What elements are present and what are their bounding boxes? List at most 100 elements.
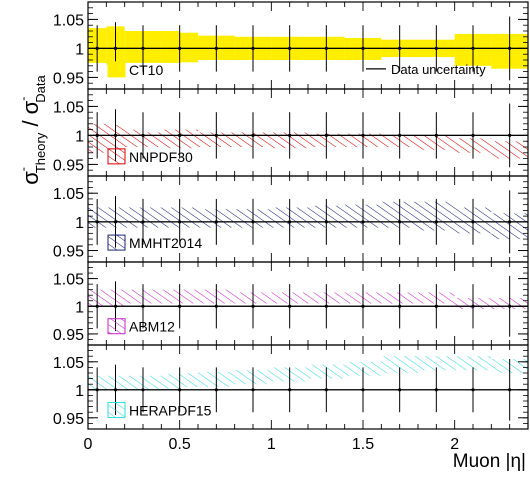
data-point bbox=[381, 25, 418, 72]
data-point bbox=[271, 112, 308, 159]
band-bin bbox=[124, 375, 143, 390]
data-point bbox=[454, 198, 492, 245]
chart-panels: 0.95 1 1.05 CT10 Data uncertainty 0.95 1 1.05 NN… bbox=[53, 1, 529, 453]
y-tick-label: 1.05 bbox=[53, 272, 84, 289]
legend-swatch bbox=[107, 148, 126, 165]
data-point bbox=[124, 112, 162, 159]
data-point bbox=[344, 284, 382, 329]
data-point bbox=[124, 198, 162, 245]
y-tick-label: 0.95 bbox=[53, 411, 84, 428]
data-point bbox=[234, 367, 272, 413]
data-uncertainty-legend-label: Data uncertainty bbox=[391, 62, 486, 77]
band-bin bbox=[143, 207, 162, 228]
legend-swatch bbox=[107, 61, 126, 78]
x-tick-label: 0 bbox=[84, 436, 93, 453]
data-point bbox=[344, 198, 382, 245]
panel-abm12: 0.95 1 1.05 ABM12 bbox=[53, 261, 529, 346]
y-tick-label: 1 bbox=[75, 299, 84, 316]
y-axis-title: σ- Theory / σ- Data bbox=[16, 75, 48, 185]
band-bin bbox=[179, 129, 198, 149]
panel-ct10: 0.95 1 1.05 CT10 Data uncertainty bbox=[53, 1, 529, 90]
y-tick-label: 1 bbox=[75, 215, 84, 232]
data-point bbox=[271, 198, 308, 245]
data-point bbox=[418, 284, 455, 329]
data-point bbox=[198, 284, 235, 329]
legend-swatch bbox=[107, 318, 126, 335]
data-point bbox=[308, 25, 345, 72]
band-bin bbox=[418, 356, 455, 371]
band-bin bbox=[143, 132, 162, 147]
data-point bbox=[124, 367, 162, 413]
band-bin bbox=[161, 31, 180, 63]
data-point bbox=[308, 198, 345, 245]
data-point bbox=[381, 284, 418, 329]
band-bin bbox=[179, 32, 198, 63]
data-point bbox=[271, 367, 308, 413]
panel-mmht2014: 0.95 1 1.05 MMHT2014 bbox=[53, 175, 529, 263]
y-tick-label: 1.05 bbox=[53, 12, 84, 29]
data-point bbox=[418, 198, 455, 245]
y-tick-label: 1.05 bbox=[53, 99, 84, 116]
band-bin bbox=[143, 31, 162, 63]
legend-label: NNPDF30 bbox=[129, 149, 193, 165]
data-point bbox=[344, 25, 382, 72]
legend-label: HERAPDF15 bbox=[129, 403, 212, 419]
band-bin bbox=[143, 375, 162, 390]
y-tick-label: 1 bbox=[75, 41, 84, 58]
data-point bbox=[418, 25, 455, 72]
data-point bbox=[454, 25, 492, 72]
data-point bbox=[198, 25, 235, 72]
y-tick-label: 1.05 bbox=[53, 186, 84, 203]
band-bin bbox=[179, 207, 198, 228]
panel-nnpdf30: 0.95 1 1.05 NNPDF30 bbox=[53, 88, 529, 177]
y-axis-title-main: σ bbox=[18, 171, 43, 185]
data-point bbox=[161, 284, 198, 329]
legend-label: MMHT2014 bbox=[129, 235, 202, 251]
x-tick-label: 0.5 bbox=[169, 436, 191, 453]
band-bin bbox=[179, 373, 198, 387]
y-tick-label: 1 bbox=[75, 128, 84, 145]
y-tick-label: 1 bbox=[75, 383, 84, 400]
x-tick-label: 1 bbox=[267, 436, 276, 453]
data-point bbox=[234, 25, 272, 72]
data-point bbox=[198, 112, 235, 159]
band-bin bbox=[161, 289, 180, 304]
data-point bbox=[344, 112, 382, 159]
data-point bbox=[308, 367, 345, 413]
data-point bbox=[454, 112, 492, 159]
y-tick-label: 0.95 bbox=[53, 157, 84, 174]
legend-swatch bbox=[107, 234, 126, 251]
data-point bbox=[161, 25, 198, 72]
data-point bbox=[308, 284, 345, 329]
band-bin bbox=[124, 31, 143, 63]
data-point bbox=[271, 284, 308, 329]
data-point bbox=[454, 284, 492, 329]
x-tick-label: 2 bbox=[450, 436, 459, 453]
band-bin bbox=[454, 356, 492, 371]
data-point bbox=[418, 367, 455, 413]
data-point bbox=[234, 112, 272, 159]
data-point bbox=[234, 198, 272, 245]
data-point bbox=[161, 112, 198, 159]
data-point bbox=[161, 367, 198, 413]
data-point bbox=[381, 198, 418, 245]
data-point bbox=[271, 25, 308, 72]
band-bin bbox=[179, 289, 198, 304]
band-bin bbox=[124, 289, 143, 304]
data-point bbox=[161, 198, 198, 245]
data-point bbox=[198, 367, 235, 413]
data-point bbox=[344, 367, 382, 413]
band-bin bbox=[381, 356, 418, 373]
y-tick-label: 0.95 bbox=[53, 244, 84, 261]
svg-text:σ-Theory / σ-Data: σ- Theory / σ- Data bbox=[16, 75, 48, 185]
y-tick-label: 0.95 bbox=[53, 70, 84, 87]
panel-herapdf15: 0.95 1 1.05 HERAPDF15 0 0.5 1 1.5 2 bbox=[53, 344, 529, 453]
band-bin bbox=[161, 207, 180, 228]
y-tick-label: 0.95 bbox=[53, 327, 84, 344]
legend-label: CT10 bbox=[129, 62, 163, 78]
band-bin bbox=[161, 129, 180, 149]
band-bin bbox=[161, 374, 180, 389]
band-bin bbox=[124, 207, 143, 228]
y-tick-label: 1.05 bbox=[53, 355, 84, 372]
